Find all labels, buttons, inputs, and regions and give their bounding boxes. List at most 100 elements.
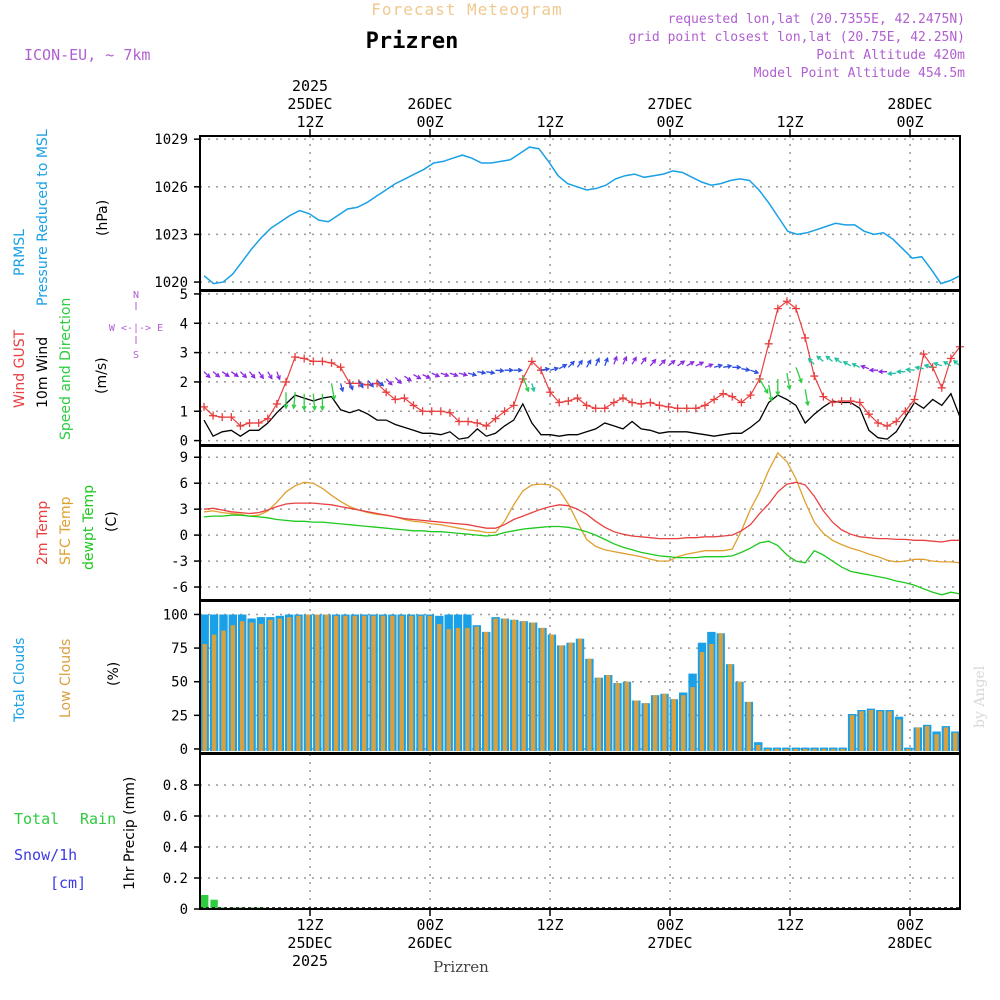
wind-arrow — [868, 367, 878, 373]
bottom-time-label: 2025 — [292, 952, 328, 970]
y-tick-label: -6 — [171, 580, 188, 596]
wind-arrow — [522, 375, 530, 393]
wind-arrow — [230, 371, 240, 378]
gust-marker — [937, 383, 946, 392]
low-cloud-bar — [784, 749, 789, 751]
wind-arrow — [886, 371, 897, 376]
y-tick-label: 1020 — [154, 275, 188, 291]
low-cloud-bar — [258, 623, 264, 751]
low-cloud-bar — [859, 711, 864, 751]
y-tick-label: 6 — [180, 476, 188, 492]
y-tick-label: 1023 — [154, 227, 188, 243]
wind-arrow — [658, 359, 667, 367]
low-cloud-bar — [324, 614, 329, 751]
y-tick-label: 25 — [171, 708, 188, 724]
wind-arrow — [825, 355, 833, 362]
gust-marker — [236, 421, 245, 430]
gust-marker — [600, 404, 609, 413]
low-cloud-bar — [362, 615, 367, 751]
low-cloud-bar — [690, 687, 695, 751]
low-cloud-bar — [249, 622, 254, 751]
gust-marker — [910, 395, 919, 404]
gust-marker — [646, 398, 655, 407]
gust-marker — [427, 407, 436, 416]
low-cloud-bar — [587, 658, 592, 751]
gust-marker — [473, 419, 482, 427]
y-tick-label: -3 — [171, 554, 188, 570]
gust-marker — [500, 407, 509, 416]
gust-marker — [864, 410, 873, 419]
wind-arrow — [816, 355, 824, 362]
chart-title: Forecast Meteogram — [371, 0, 562, 19]
y-tick-label: 3 — [180, 502, 188, 518]
gust-marker — [946, 354, 955, 363]
low-cloud-bar — [315, 614, 320, 751]
sfc-temp-line — [203, 451, 961, 564]
wind-arrow — [649, 358, 657, 367]
wind-arrow — [486, 370, 496, 375]
gust-marker — [400, 394, 409, 403]
bottom-time-label: 00Z — [656, 916, 683, 934]
wind-arrow — [221, 371, 230, 378]
low-cloud-bar — [484, 631, 489, 751]
requested-coords: requested lon,lat (20.7355E, 42.2475N) — [668, 12, 965, 27]
label-pressure-msl: Pressure Reduced to MSL — [35, 129, 51, 306]
low-cloud-bar — [427, 615, 433, 751]
wind-arrow — [477, 370, 487, 375]
top-time-label: 00Z — [656, 113, 683, 131]
y-tick-label: 0.2 — [163, 871, 188, 887]
low-cloud-bar — [671, 699, 676, 751]
bottom-time-label: 27DEC — [647, 934, 692, 952]
label-dewpt-temp: dewpt Temp — [81, 485, 97, 570]
wind-arrow — [413, 374, 422, 380]
top-time-label: 00Z — [416, 113, 443, 131]
wind-arrow — [686, 361, 695, 367]
y-tick-label: 0.4 — [163, 840, 188, 856]
wind-arrow — [804, 389, 810, 407]
y-tick-label: 2 — [180, 375, 188, 391]
low-cloud-bar — [333, 615, 339, 751]
top-time-label: 00Z — [896, 113, 923, 131]
wind-arrow — [311, 393, 317, 411]
low-cloud-bar — [840, 749, 845, 751]
label-speed-direction: Speed and Direction — [58, 298, 74, 440]
wind-arrow — [640, 356, 647, 365]
low-cloud-bar — [709, 644, 714, 751]
low-cloud-bar — [943, 727, 949, 751]
wind-arrow — [258, 371, 264, 380]
y-tick-label: 4 — [180, 316, 188, 332]
low-cloud-bar — [568, 642, 573, 751]
bottom-time-label: 00Z — [416, 916, 443, 934]
gust-marker — [764, 339, 773, 348]
top-time-label: 27DEC — [647, 95, 692, 113]
wind-arrow — [358, 380, 364, 389]
wind-speed-line — [203, 392, 961, 440]
gust-marker — [200, 402, 208, 411]
panel-frame — [199, 135, 961, 291]
wind-arrow — [376, 380, 385, 387]
gust-marker — [281, 377, 290, 386]
label-total: Total — [14, 810, 59, 828]
low-cloud-bar — [803, 749, 808, 751]
low-cloud-bar — [643, 703, 648, 751]
gust-marker — [409, 401, 418, 410]
gust-marker — [263, 414, 272, 423]
gust-marker — [564, 397, 573, 405]
gust-marker — [682, 404, 691, 413]
wind-arrow — [504, 367, 514, 373]
low-cloud-bar — [343, 615, 348, 751]
compass-north: N — [133, 290, 139, 301]
gust-marker — [810, 372, 819, 381]
dewpt-line — [203, 514, 961, 596]
y-tick-label: 0 — [180, 528, 188, 544]
gust-marker — [773, 304, 782, 313]
gust-marker — [719, 389, 728, 398]
bottom-time-label: 26DEC — [407, 934, 452, 952]
y-tick-label: 0.6 — [163, 809, 188, 825]
wind-arrow — [933, 361, 943, 367]
wind-arrow — [723, 363, 733, 369]
low-cloud-bar — [896, 719, 902, 751]
low-cloud-bar — [737, 681, 742, 751]
